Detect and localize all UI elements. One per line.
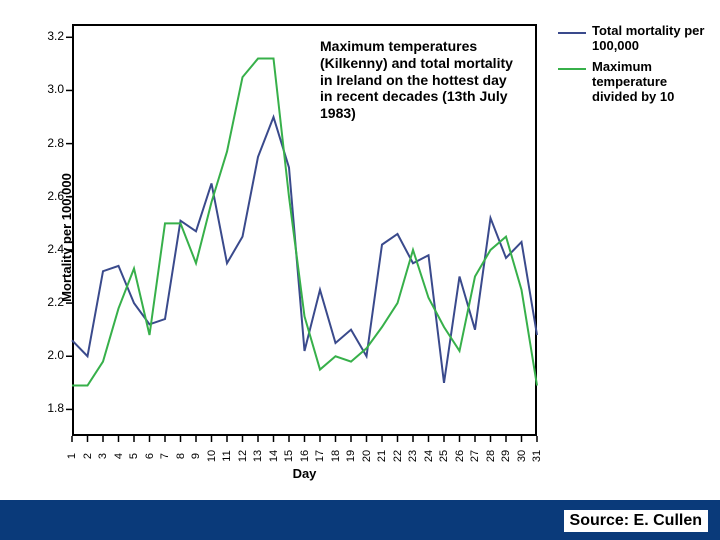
x-tick: 22 xyxy=(392,448,404,464)
x-tick: 6 xyxy=(144,448,156,464)
legend: Total mortality per 100,000 Maximum tempe… xyxy=(558,24,710,111)
legend-label: Total mortality per 100,000 xyxy=(592,24,710,54)
x-tick: 19 xyxy=(345,448,357,464)
x-tick: 16 xyxy=(299,448,311,464)
x-tick: 30 xyxy=(516,448,528,464)
x-tick: 8 xyxy=(175,448,187,464)
x-tick: 25 xyxy=(438,448,450,464)
legend-swatch xyxy=(558,68,586,70)
x-tick: 31 xyxy=(531,448,543,464)
x-tick: 14 xyxy=(268,448,280,464)
x-tick: 7 xyxy=(159,448,171,464)
x-tick: 2 xyxy=(82,448,94,464)
x-tick: 17 xyxy=(314,448,326,464)
y-tick: 2.0 xyxy=(34,348,64,362)
x-tick: 3 xyxy=(97,448,109,464)
x-tick: 28 xyxy=(485,448,497,464)
legend-item: Maximum temperature divided by 10 xyxy=(558,60,710,105)
y-tick: 2.8 xyxy=(34,136,64,150)
x-tick: 26 xyxy=(454,448,466,464)
x-tick: 24 xyxy=(423,448,435,464)
y-tick: 1.8 xyxy=(34,401,64,415)
y-tick: 3.0 xyxy=(34,82,64,96)
legend-item: Total mortality per 100,000 xyxy=(558,24,710,54)
legend-label: Maximum temperature divided by 10 xyxy=(592,60,710,105)
chart-description-box: Maximum temperatures (Kilkenny) and tota… xyxy=(316,34,520,126)
x-tick: 5 xyxy=(128,448,140,464)
y-tick: 3.2 xyxy=(34,29,64,43)
x-tick: 23 xyxy=(407,448,419,464)
y-axis-title: Mortality per 100,000 xyxy=(59,173,74,302)
chart-container: 1.82.02.22.42.62.83.03.2 123456789101112… xyxy=(0,0,720,500)
x-tick: 9 xyxy=(190,448,202,464)
x-tick: 15 xyxy=(283,448,295,464)
x-tick: 12 xyxy=(237,448,249,464)
x-tick: 20 xyxy=(361,448,373,464)
x-tick: 1 xyxy=(66,448,78,464)
series-line xyxy=(72,117,537,383)
x-tick: 13 xyxy=(252,448,264,464)
x-tick: 29 xyxy=(500,448,512,464)
x-tick: 21 xyxy=(376,448,388,464)
x-tick: 4 xyxy=(113,448,125,464)
x-tick: 11 xyxy=(221,448,233,464)
x-tick: 10 xyxy=(206,448,218,464)
x-axis-title: Day xyxy=(285,466,325,481)
x-tick: 18 xyxy=(330,448,342,464)
x-tick: 27 xyxy=(469,448,481,464)
legend-swatch xyxy=(558,32,586,34)
source-citation: Source: E. Cullen xyxy=(564,510,708,532)
